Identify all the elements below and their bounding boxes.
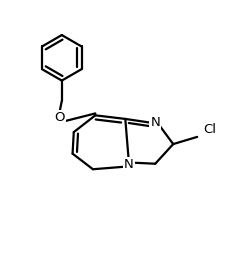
Text: N: N [150,116,160,129]
Text: Cl: Cl [203,123,216,136]
Text: O: O [54,111,65,124]
Text: N: N [124,158,134,171]
